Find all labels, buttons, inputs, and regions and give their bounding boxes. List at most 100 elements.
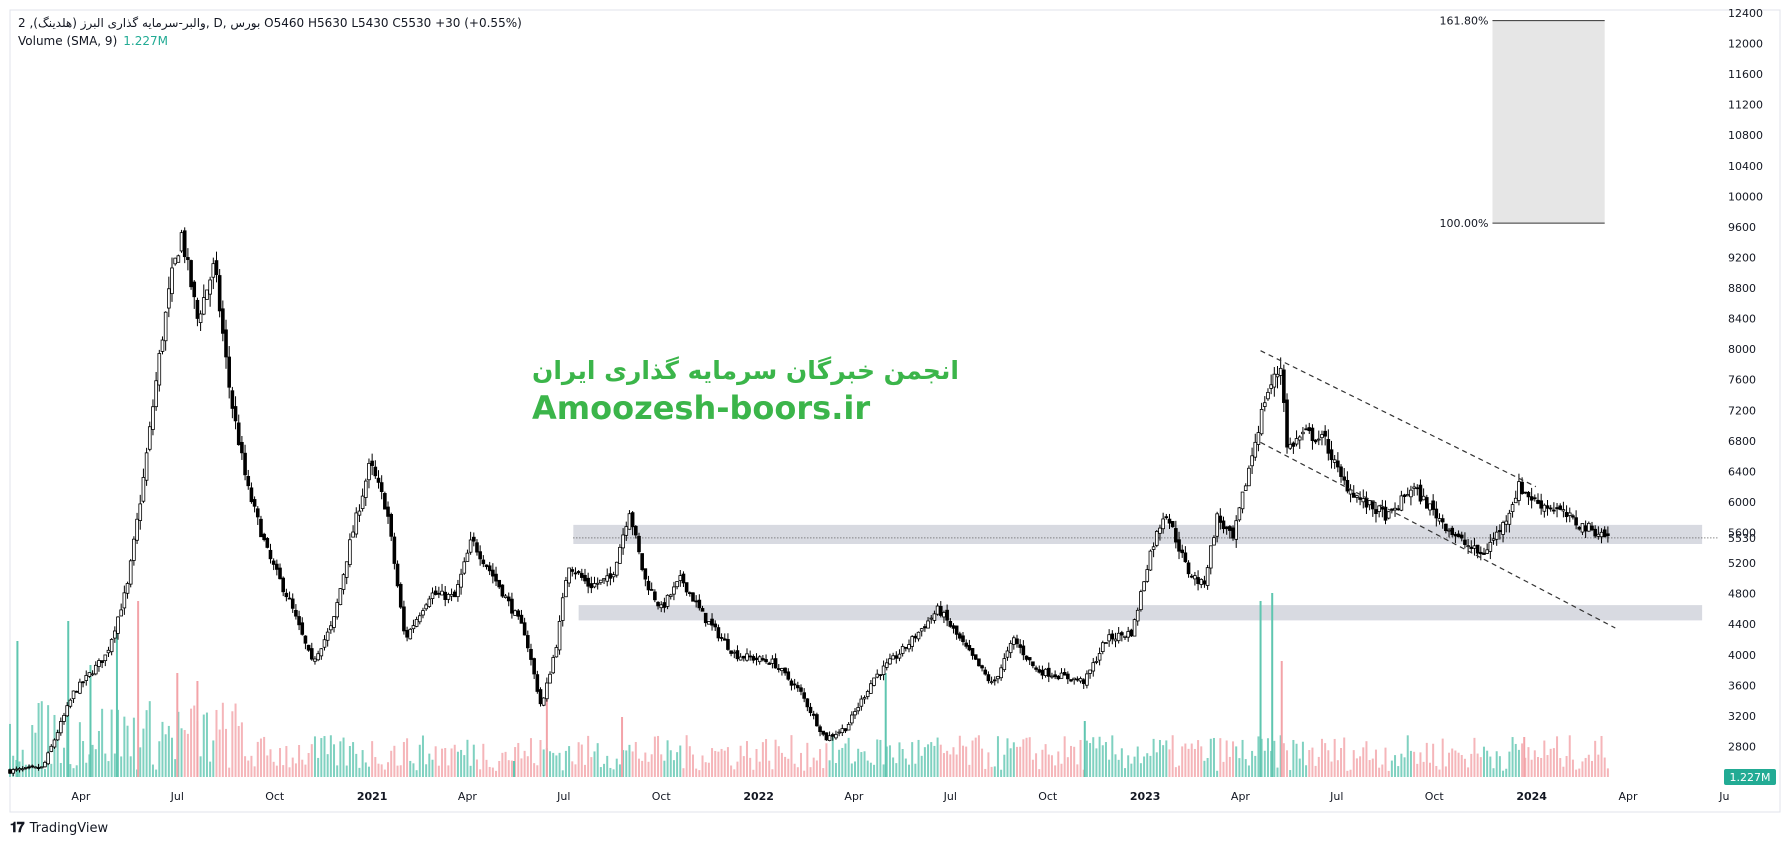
volume-bar xyxy=(1581,761,1584,777)
volume-bar xyxy=(85,762,88,777)
candle-body xyxy=(1393,507,1397,511)
volume-bar xyxy=(1130,763,1133,777)
volume-bar xyxy=(137,601,140,777)
volume-bar xyxy=(1409,750,1412,777)
volume-bar xyxy=(828,760,831,777)
candle-body xyxy=(144,452,149,481)
volume-bar xyxy=(1400,753,1403,777)
candle xyxy=(1170,521,1175,528)
candle-body xyxy=(1161,518,1165,530)
fibonacci-extension[interactable]: 161.80%100.00% xyxy=(1440,15,1605,230)
volume-bar xyxy=(361,750,364,777)
candle-body xyxy=(437,592,441,595)
candle-body xyxy=(532,658,536,675)
candle-body xyxy=(1066,673,1070,680)
candle-body xyxy=(297,616,301,626)
volume-bar xyxy=(1454,750,1457,777)
volume-bar xyxy=(799,752,802,777)
candle xyxy=(287,591,292,600)
volume-bar xyxy=(739,745,742,777)
volume-bar xyxy=(555,755,558,777)
volume-bar xyxy=(1270,750,1273,777)
volume-bar xyxy=(1594,740,1597,777)
volume-bar xyxy=(1193,748,1196,777)
candle xyxy=(243,444,247,481)
volume-bar xyxy=(469,765,472,777)
candle xyxy=(672,581,676,601)
candle xyxy=(383,491,387,510)
volume-bar xyxy=(523,750,526,777)
volume-bar xyxy=(660,754,663,777)
candle-body xyxy=(319,648,324,657)
candle xyxy=(894,651,899,664)
candle xyxy=(11,768,15,777)
candle-body xyxy=(1129,629,1134,637)
candle-body xyxy=(74,690,79,693)
volume-bar xyxy=(1562,766,1565,777)
candle-body xyxy=(649,589,654,591)
time-axis[interactable]: Apr Jul Oct 2021 Apr Jul Oct 2022 Apr Jul Oct 2023 A… xyxy=(71,790,1729,803)
candle xyxy=(141,468,146,504)
candle xyxy=(236,414,241,446)
candle-body xyxy=(1005,650,1010,658)
candle xyxy=(1285,393,1289,454)
volume-bar xyxy=(1523,737,1526,777)
candle-body xyxy=(443,591,448,600)
candle xyxy=(1590,521,1594,532)
candle xyxy=(1342,467,1347,486)
candle-body xyxy=(805,698,810,708)
candle-body xyxy=(481,559,486,565)
volume-bar xyxy=(1511,737,1514,777)
candle-body xyxy=(1323,430,1327,437)
candle-body xyxy=(122,592,127,609)
volume-bar xyxy=(962,745,965,777)
candle xyxy=(290,593,295,613)
candle-body xyxy=(1189,575,1194,578)
candle-body xyxy=(951,625,956,629)
candle xyxy=(265,537,270,549)
volume-bar xyxy=(488,766,491,777)
volume-bar xyxy=(853,761,856,777)
candle xyxy=(1463,532,1467,549)
candle xyxy=(1142,581,1146,592)
candle-body xyxy=(1377,505,1381,512)
candle xyxy=(1040,665,1045,680)
volume-indicator-label[interactable]: Volume (SMA, 9) xyxy=(18,34,118,48)
candle-body xyxy=(325,631,330,641)
volume-bar xyxy=(552,752,555,777)
price-axis[interactable]: 2400280032003600400044004800520056006000… xyxy=(1728,7,1763,784)
candle-body xyxy=(1517,481,1521,501)
candle-body xyxy=(1240,491,1245,510)
candle xyxy=(1218,508,1223,530)
volume-bar xyxy=(1470,753,1473,777)
volume-bar xyxy=(1263,750,1266,777)
candle-body xyxy=(681,573,686,584)
volume-bar xyxy=(1209,738,1212,777)
candle xyxy=(357,504,362,523)
candle xyxy=(427,595,432,608)
candle-body xyxy=(43,761,47,768)
volume-bar xyxy=(571,761,574,777)
volume-bar xyxy=(1390,760,1393,777)
candle-body xyxy=(1558,505,1563,510)
candle xyxy=(262,532,266,542)
volume-bar xyxy=(1524,757,1527,777)
candle-body xyxy=(659,604,664,609)
volume-bar xyxy=(1146,753,1149,777)
candle-body xyxy=(856,707,860,712)
candle-body xyxy=(802,692,806,699)
candle xyxy=(649,582,654,591)
candle xyxy=(923,623,927,632)
symbol-ohlc-line[interactable]: 2 ,(هلدینگ) والبر-سرمایه گذاری البرز, D,… xyxy=(18,16,522,30)
volume-bar xyxy=(955,754,958,777)
candle xyxy=(1180,544,1184,558)
zones[interactable] xyxy=(573,524,1718,621)
tradingview-logo[interactable]: 𝟏𝟕 TradingView xyxy=(10,820,108,836)
trendlines[interactable] xyxy=(1260,350,1616,629)
candle-body xyxy=(468,539,473,553)
volume-bar xyxy=(717,751,720,777)
candle xyxy=(1046,662,1051,683)
candle-body xyxy=(322,639,327,648)
